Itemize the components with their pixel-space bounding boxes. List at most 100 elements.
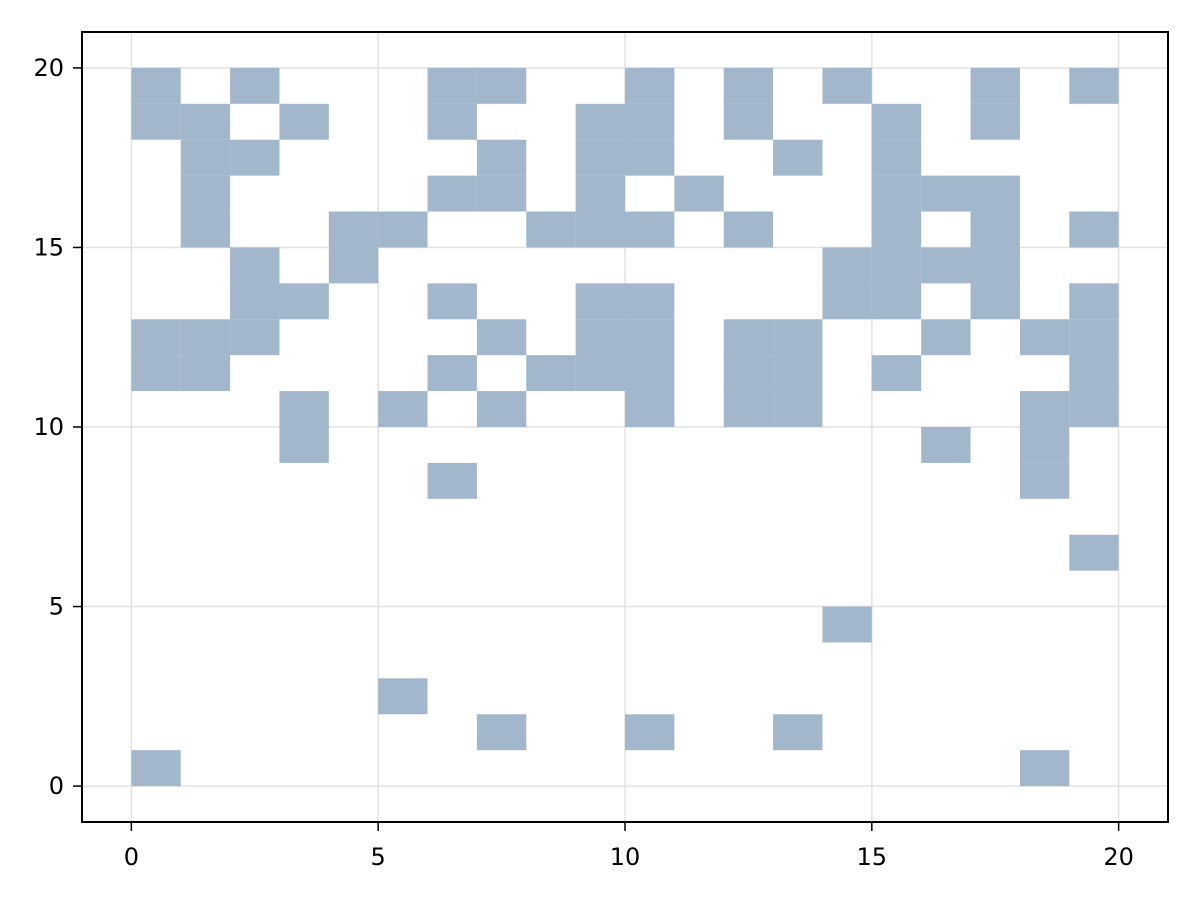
y-tick-label: 5 [49, 593, 64, 621]
heatmap-cell [526, 355, 576, 392]
heatmap-cell [871, 139, 922, 176]
heatmap-cell [279, 103, 329, 140]
heatmap-cell [970, 67, 1020, 104]
heatmap-cell [1069, 391, 1119, 427]
heatmap-cell [1019, 427, 1070, 463]
heatmap-cell [773, 139, 823, 176]
heatmap-cell [871, 103, 922, 140]
heatmap-cell [970, 175, 1020, 212]
heatmap-cell [970, 103, 1020, 140]
heatmap-cell [476, 139, 527, 176]
y-axis-tick-labels: 0 5 10 15 20 [33, 54, 64, 800]
heatmap-cell [575, 139, 625, 176]
heatmap-cell [230, 283, 280, 320]
heatmap-cell [723, 67, 774, 104]
heatmap-cell [378, 678, 428, 715]
heatmap-cell [427, 67, 477, 104]
heatmap-cell [230, 67, 280, 104]
heatmap-cell [180, 103, 231, 140]
heatmap-cell [723, 319, 774, 356]
heatmap-cell [131, 750, 181, 787]
heatmap-cell [476, 175, 527, 212]
heatmap-cell [1069, 283, 1119, 320]
heatmap-cell [1019, 391, 1070, 427]
heatmap-cell [822, 67, 872, 104]
heatmap-cell [625, 139, 675, 176]
heatmap-cell [476, 391, 527, 427]
heatmap-cell [625, 67, 675, 104]
x-axis-tick-labels: 0 5 10 15 20 [124, 843, 1134, 871]
x-tick-label: 0 [124, 843, 139, 871]
heatmap-cell [773, 391, 823, 427]
heatmap-cell [279, 391, 329, 427]
heatmap-cell [230, 139, 280, 176]
heatmap-cell [575, 355, 625, 392]
heatmap-cell [921, 175, 971, 212]
heatmap-cell [871, 283, 922, 320]
heatmap-cell [575, 283, 625, 320]
heatmap-cell [625, 103, 675, 140]
heatmap-cell [822, 247, 872, 284]
y-tick-label: 15 [33, 233, 64, 261]
heatmap-cell [131, 67, 181, 104]
x-tick-label: 20 [1103, 843, 1134, 871]
heatmap-cell [1019, 319, 1070, 356]
heatmap-cell [1019, 750, 1070, 787]
heatmap-cell [1069, 319, 1119, 356]
heatmap-cell [575, 211, 625, 248]
y-tick-label: 20 [33, 54, 64, 82]
heatmap-cell [625, 319, 675, 356]
heatmap-cell [871, 247, 922, 284]
heatmap-cell [1069, 211, 1119, 248]
axis-ticks [73, 67, 1120, 831]
heatmap-cell [427, 103, 477, 140]
heatmap-cell [575, 103, 625, 140]
heatmap-cell [131, 103, 181, 140]
heatmap-cell [427, 175, 477, 212]
heatmap-cell [723, 103, 774, 140]
heatmap-cell [279, 427, 329, 463]
heatmap-cell [427, 283, 477, 320]
heatmap-cell [328, 211, 379, 248]
heatmap-cell [328, 247, 379, 284]
heatmap-cell [427, 355, 477, 392]
heatmap-cell [822, 283, 872, 320]
heatmap-cell [921, 319, 971, 356]
x-tick-label: 5 [371, 843, 386, 871]
heatmap-cell [625, 714, 675, 751]
heatmap-cell [378, 391, 428, 427]
heatmap-cell [427, 462, 477, 499]
heatmap-cell [625, 283, 675, 320]
heatmap-cell [871, 211, 922, 248]
heatmap-cell [575, 319, 625, 356]
heatmap-cell [822, 606, 872, 643]
heatmap-cell [1019, 462, 1070, 499]
heatmap-cell [723, 211, 774, 248]
heatmap-cell [575, 175, 625, 212]
heatmap-cell [1069, 67, 1119, 104]
heatmap-cell [625, 391, 675, 427]
heatmap-cell [625, 211, 675, 248]
heatmap-cell [180, 139, 231, 176]
heatmap-cell [921, 247, 971, 284]
heatmap-cell [378, 211, 428, 248]
y-tick-label: 10 [33, 413, 64, 441]
y-tick-label: 0 [49, 772, 64, 800]
heatmap-cell [526, 211, 576, 248]
heatmap-cell [180, 355, 231, 392]
heatmap-cell [1069, 355, 1119, 392]
heatmap-cell [279, 283, 329, 320]
heatmap-cell [476, 319, 527, 356]
heatmap-cell [625, 355, 675, 392]
heatmap-cell [773, 319, 823, 356]
heatmap-cell [180, 319, 231, 356]
heatmap-cell [131, 355, 181, 392]
heatmap-cell [476, 714, 527, 751]
heatmap-cell [970, 247, 1020, 284]
heatmap-cells [131, 67, 1119, 787]
heatmap-cell [230, 247, 280, 284]
heatmap-cell [230, 319, 280, 356]
x-tick-label: 10 [610, 843, 641, 871]
heatmap-cell [773, 355, 823, 392]
